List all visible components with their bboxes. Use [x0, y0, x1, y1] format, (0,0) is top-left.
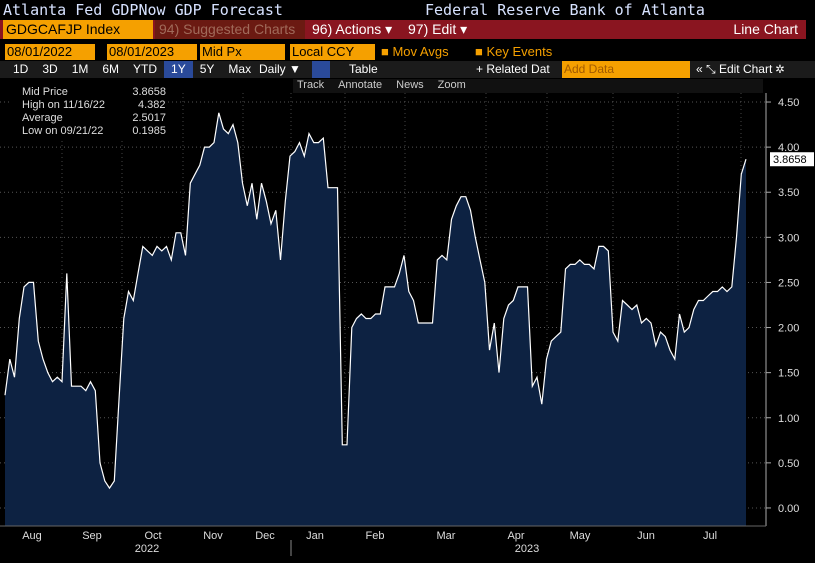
x-tick-label: Dec — [255, 530, 275, 542]
tool-button[interactable]: News — [396, 79, 424, 91]
legend-value: 2.5017 — [132, 112, 166, 124]
security-title: Atlanta Fed GDPNow GDP Forecast — [3, 1, 283, 19]
x-tick-label: Apr — [507, 530, 524, 542]
year-label: 2023 — [515, 543, 539, 555]
legend-label: Average — [22, 112, 63, 124]
table-button[interactable]: Table — [349, 62, 378, 76]
y-tick-label: 2.00 — [778, 323, 799, 335]
x-tick-label: Sep — [82, 530, 102, 542]
legend-row: Low on 09/21/22 0.1985 — [10, 125, 166, 138]
line — [4, 112, 747, 490]
y-tick-label: 3.50 — [778, 187, 799, 199]
range-button[interactable]: 1M — [71, 62, 89, 76]
tool-button[interactable]: Track — [297, 79, 325, 91]
y-tick-label: 0.00 — [778, 503, 799, 515]
legend-value: 4.382 — [138, 99, 166, 111]
suggested-charts[interactable]: 94) Suggested Charts — [155, 20, 305, 39]
x-tick-label: Jul — [703, 530, 717, 542]
line-icon[interactable] — [312, 61, 330, 78]
range-button[interactable]: YTD — [133, 62, 158, 76]
actions-label: 96) Actions — [312, 21, 382, 37]
chart-tools: Track Annotate News Zoom — [293, 79, 763, 93]
area — [5, 112, 746, 527]
range-button[interactable]: 6M — [102, 62, 120, 76]
legend-label: High on 11/16/22 — [22, 99, 105, 111]
legend-label: Mid Price — [22, 86, 68, 98]
range-button[interactable]: 5Y — [199, 62, 215, 76]
x-tick-label: Feb — [366, 530, 385, 542]
range-buttons: 1D 3D 1M 6M YTD 1Y 5Y Max — [6, 61, 258, 78]
add-data-field[interactable]: Add Data — [562, 61, 690, 78]
edit-menu[interactable]: 97) Edit ▾ — [408, 21, 468, 37]
x-tick-label: Oct — [144, 530, 161, 542]
legend-row: Mid Price 3.8658 — [10, 86, 166, 99]
x-tick-label: Mar — [437, 530, 456, 542]
edit-label: 97) Edit — [408, 21, 457, 37]
year-label: 2022 — [135, 543, 159, 555]
range-button[interactable]: 3D — [42, 62, 58, 76]
range-button[interactable]: 1D — [13, 62, 29, 76]
mov-avgs-toggle[interactable]: ■ Mov Avgs — [381, 44, 449, 59]
tool-button[interactable]: Zoom — [437, 79, 466, 91]
y-tick-label: 2.50 — [778, 277, 799, 289]
legend-row: Average 2.5017 — [10, 112, 166, 125]
y-tick-label: 0.50 — [778, 458, 799, 470]
ticker-field[interactable]: GDGCAFJP Index — [3, 20, 153, 39]
chart-type[interactable]: Line Chart — [733, 21, 798, 37]
range-button[interactable]: Max — [228, 62, 252, 76]
edit-chart-label: Edit Chart — [718, 62, 773, 76]
y-tick-label: 4.00 — [778, 142, 799, 154]
y-tick-label: 1.50 — [778, 368, 799, 380]
x-tick-label: May — [570, 530, 591, 542]
related-data[interactable]: + Related Dat — [476, 62, 550, 76]
legend-value: 3.8658 — [132, 86, 166, 98]
currency-select[interactable]: Local CCY — [290, 44, 375, 60]
tool-button[interactable]: Annotate — [338, 79, 383, 91]
period-label: Daily — [259, 62, 286, 76]
y-tick-label: 1.00 — [778, 413, 799, 425]
last-price-tag — [770, 152, 814, 167]
start-date[interactable]: 08/01/2022 — [5, 44, 95, 60]
actions-menu[interactable]: 96) Actions ▾ — [312, 21, 393, 37]
key-events-label: Key Events — [486, 44, 553, 59]
x-tick-label: Nov — [203, 530, 223, 542]
legend-value: 0.1985 — [132, 125, 166, 137]
edit-chart[interactable]: « ⤡ Edit Chart ✲ — [696, 62, 785, 76]
legend-label: Low on 09/21/22 — [22, 125, 104, 137]
x-tick-label: Aug — [22, 530, 42, 542]
end-date[interactable]: 08/01/2023 — [107, 44, 197, 60]
field-select[interactable]: Mid Px — [200, 44, 285, 60]
key-events-toggle[interactable]: ■ Key Events — [475, 44, 553, 59]
source-title: Federal Reserve Bank of Atlanta — [425, 1, 705, 19]
legend-row: High on 11/16/22 4.382 — [10, 99, 166, 112]
x-tick-label: Jan — [306, 530, 324, 542]
period-select[interactable]: Daily ▼ — [259, 62, 301, 76]
range-button[interactable]: 1Y — [164, 61, 193, 78]
x-tick-label: Jun — [637, 530, 655, 542]
y-tick-label: 3.00 — [778, 232, 799, 244]
mov-avgs-label: Mov Avgs — [392, 44, 449, 59]
legend: Mid Price 3.8658 High on 11/16/22 4.382 Aver… — [10, 86, 166, 138]
last-price-label: 3.8658 — [773, 154, 807, 166]
y-tick-label: 4.50 — [778, 97, 799, 109]
